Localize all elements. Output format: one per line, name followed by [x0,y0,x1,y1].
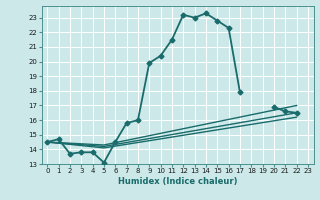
X-axis label: Humidex (Indice chaleur): Humidex (Indice chaleur) [118,177,237,186]
